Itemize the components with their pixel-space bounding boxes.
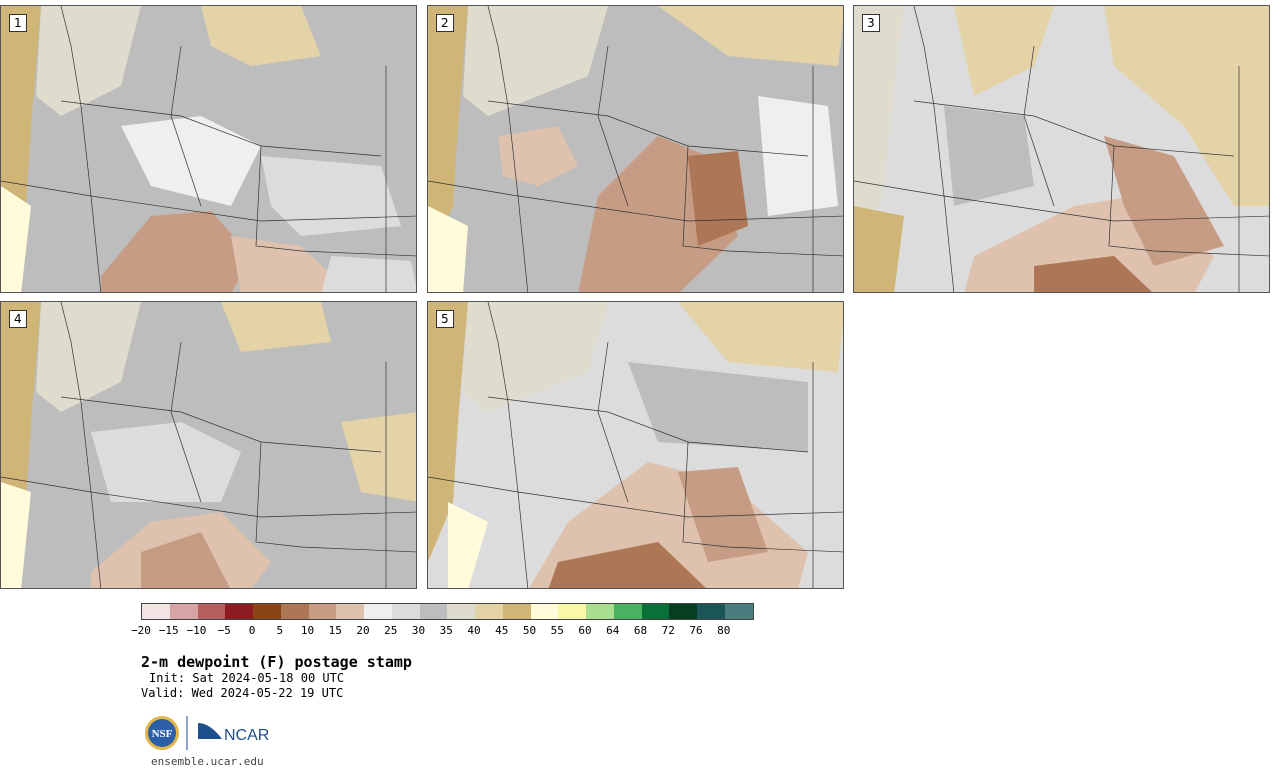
colorbar: [141, 603, 754, 620]
map-panel-5: 5: [427, 301, 844, 589]
colorbar-tick-label: 10: [300, 624, 315, 637]
colorbar-tick-label: 80: [717, 624, 731, 637]
map-panel-4: 4: [0, 301, 417, 589]
colorbar-tick-label: 68: [633, 624, 648, 637]
colorbar-swatch: [364, 604, 392, 619]
nsf-logo: NSF: [145, 716, 179, 750]
plot-title: 2-m dewpoint (F) postage stamp: [141, 653, 412, 671]
map-image: [1, 302, 416, 588]
colorbar-swatch: [197, 604, 226, 619]
colorbar-swatch: [225, 604, 253, 619]
colorbar-tick-label: 25: [384, 624, 398, 637]
colorbar-swatch: [697, 604, 725, 619]
colorbar-swatch: [447, 604, 475, 619]
colorbar-swatch: [586, 604, 614, 619]
logos: NSF NCAR: [144, 713, 274, 753]
colorbar-swatch: [669, 604, 697, 619]
colorbar-swatch: [391, 604, 420, 619]
nsf-logo-text: NSF: [152, 728, 173, 740]
colorbar-tick-label: 15: [328, 624, 342, 637]
colorbar-tick-label: −5: [217, 624, 231, 637]
colorbar-tick-label: −20: [131, 624, 151, 637]
map-image: [428, 6, 843, 292]
colorbar-swatch: [253, 604, 281, 619]
colorbar-tick-label: −10: [186, 624, 207, 637]
colorbar-tick-label: 30: [411, 624, 426, 637]
colorbar-tick-label: 45: [495, 624, 509, 637]
panel-number: 1: [9, 14, 27, 32]
colorbar-tick-label: 0: [248, 624, 256, 637]
map-image: [428, 302, 843, 588]
map-panel-1: 1: [0, 5, 417, 293]
colorbar-swatch: [558, 604, 586, 619]
init-time: Init: Sat 2024-05-18 00 UTC: [149, 671, 345, 685]
map-panel-2: 2: [427, 5, 844, 293]
colorbar-swatch: [280, 604, 309, 619]
colorbar-tick-label: 20: [356, 624, 370, 637]
colorbar-tick-label: 35: [439, 624, 453, 637]
colorbar-swatch: [502, 604, 531, 619]
colorbar-swatch: [142, 604, 170, 619]
panel-number: 5: [436, 310, 454, 328]
colorbar-swatch: [169, 604, 198, 619]
map-image: [854, 6, 1269, 292]
colorbar-swatch: [336, 604, 364, 619]
colorbar-swatch: [613, 604, 642, 619]
colorbar-swatch: [530, 604, 559, 619]
ncar-logo: NCAR: [198, 723, 269, 744]
colorbar-swatch: [724, 604, 753, 619]
panel-number: 2: [436, 14, 454, 32]
map-image: [1, 6, 416, 292]
colorbar-tick-label: −15: [158, 624, 179, 637]
colorbar-swatch: [641, 604, 670, 619]
site-url: ensemble.ucar.edu: [151, 755, 264, 768]
colorbar-tick-label: 50: [522, 624, 537, 637]
colorbar-tick-label: 55: [550, 624, 564, 637]
colorbar-tick-label: 40: [467, 624, 481, 637]
colorbar-swatch: [308, 604, 337, 619]
panel-number: 3: [862, 14, 880, 32]
ncar-logo-text: NCAR: [224, 727, 269, 744]
colorbar-tick-label: 5: [276, 624, 284, 637]
colorbar-tick-label: 76: [689, 624, 703, 637]
colorbar-swatch: [475, 604, 503, 619]
map-panel-3: 3: [853, 5, 1270, 293]
colorbar-tick-label: 72: [661, 624, 675, 637]
colorbar-tick-label: 64: [606, 624, 620, 637]
colorbar-ticks: −20 −15 −10 −5 0 5 10 15 20 25 30 35 40 45 50 55 60 64 68 7…: [130, 624, 770, 638]
panel-number: 4: [9, 310, 27, 328]
valid-time: Valid: Wed 2024-05-22 19 UTC: [141, 686, 344, 700]
colorbar-swatch: [419, 604, 448, 619]
colorbar-tick-label: 60: [578, 624, 592, 637]
